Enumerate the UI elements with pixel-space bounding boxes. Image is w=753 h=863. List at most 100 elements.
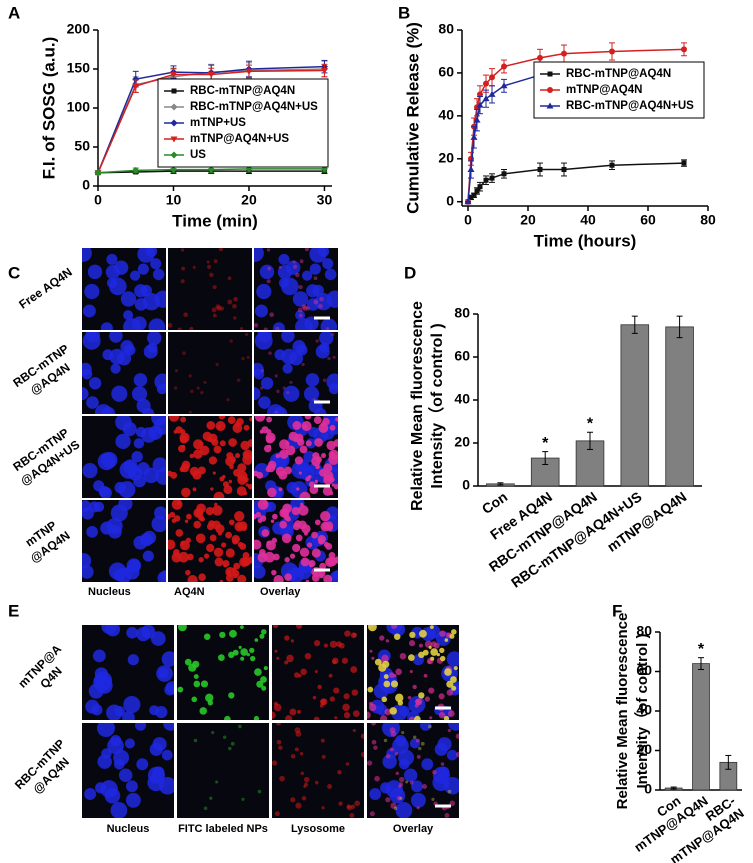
red-signal <box>179 435 189 444</box>
nucleus <box>154 506 166 520</box>
red-signal <box>189 466 200 477</box>
red-signal <box>299 491 311 498</box>
y-tick-label: 50 <box>74 138 90 154</box>
significance-mark: * <box>587 415 594 432</box>
column-label: Nucleus <box>107 823 150 835</box>
nucleus <box>291 460 310 479</box>
nucleus <box>107 737 124 755</box>
red-signal <box>326 440 336 451</box>
red-signal <box>237 471 248 482</box>
nucleus <box>154 373 166 390</box>
red-signal <box>241 356 245 361</box>
cells <box>177 625 268 720</box>
red-signal <box>369 811 375 817</box>
error-bar <box>698 657 704 671</box>
nucleus <box>314 407 327 414</box>
green-signal <box>447 789 452 794</box>
red-signal <box>174 369 179 373</box>
nucleus <box>87 264 103 280</box>
cells <box>367 625 459 720</box>
red-signal <box>391 625 398 629</box>
nucleus <box>254 332 273 350</box>
red-signal <box>271 569 277 576</box>
green-signal <box>228 746 232 751</box>
red-signal <box>299 547 310 557</box>
red-signal <box>182 351 186 355</box>
red-signal <box>186 553 194 561</box>
red-signal <box>399 652 407 660</box>
nucleus <box>254 362 264 376</box>
nucleus <box>133 438 145 449</box>
red-signal <box>337 769 342 775</box>
green-signal <box>238 645 242 649</box>
green-signal <box>374 658 382 666</box>
green-signal <box>401 731 405 735</box>
green-signal <box>177 625 187 632</box>
red-signal <box>200 390 204 395</box>
red-signal <box>329 640 338 648</box>
red-signal <box>228 479 233 484</box>
red-signal <box>267 444 272 449</box>
y-tick-label: 0 <box>644 781 652 797</box>
red-signal <box>281 508 290 517</box>
nucleus <box>123 318 141 330</box>
nucleus <box>123 310 134 321</box>
nucleus <box>85 699 100 714</box>
green-signal <box>439 647 445 654</box>
red-signal <box>317 684 322 690</box>
nucleus <box>148 318 166 330</box>
red-signal <box>284 635 290 641</box>
red-signal <box>206 260 210 264</box>
x-tick-label: 40 <box>580 212 596 228</box>
red-signal <box>322 486 333 496</box>
red-signal <box>207 437 213 443</box>
green-signal <box>451 685 457 691</box>
green-signal <box>229 629 237 638</box>
micrograph <box>272 723 364 818</box>
red-signal <box>446 689 454 696</box>
red-signal <box>207 264 212 269</box>
red-signal <box>307 542 313 548</box>
red-signal <box>313 276 318 281</box>
red-signal <box>289 708 297 716</box>
red-signal <box>368 701 373 706</box>
red-signal <box>225 574 234 582</box>
green-signal <box>428 645 432 649</box>
micrograph <box>168 332 252 414</box>
red-signal <box>345 762 350 766</box>
nucleus <box>282 363 293 374</box>
red-signal <box>284 557 290 563</box>
nucleus <box>446 749 458 761</box>
nucleus <box>82 387 89 401</box>
red-signal <box>276 389 280 394</box>
red-signal <box>395 668 402 676</box>
red-signal <box>272 711 276 719</box>
nucleus <box>147 332 162 346</box>
nucleus <box>403 768 418 782</box>
cells <box>254 248 338 330</box>
red-signal <box>308 475 312 479</box>
red-signal <box>297 709 302 714</box>
nucleus <box>100 322 113 330</box>
red-signal <box>321 806 325 810</box>
red-signal <box>272 553 280 561</box>
nucleus <box>110 504 128 522</box>
x-axis-label: Time (hours) <box>534 231 637 250</box>
nucleus <box>123 695 141 714</box>
nucleus <box>86 525 99 538</box>
bar <box>620 324 650 487</box>
red-signal <box>268 351 272 355</box>
red-signal <box>168 416 180 422</box>
red-signal <box>269 312 275 318</box>
red-signal <box>352 632 357 637</box>
nucleus <box>157 571 166 582</box>
red-signal <box>265 540 276 551</box>
red-signal <box>290 797 296 803</box>
y-axis-label: F.I. of SOSG (a.u.) <box>39 37 58 180</box>
nucleus <box>82 304 96 318</box>
red-signal <box>390 802 397 809</box>
red-signal <box>255 511 262 518</box>
nucleus <box>421 758 434 771</box>
red-signal <box>219 579 224 582</box>
